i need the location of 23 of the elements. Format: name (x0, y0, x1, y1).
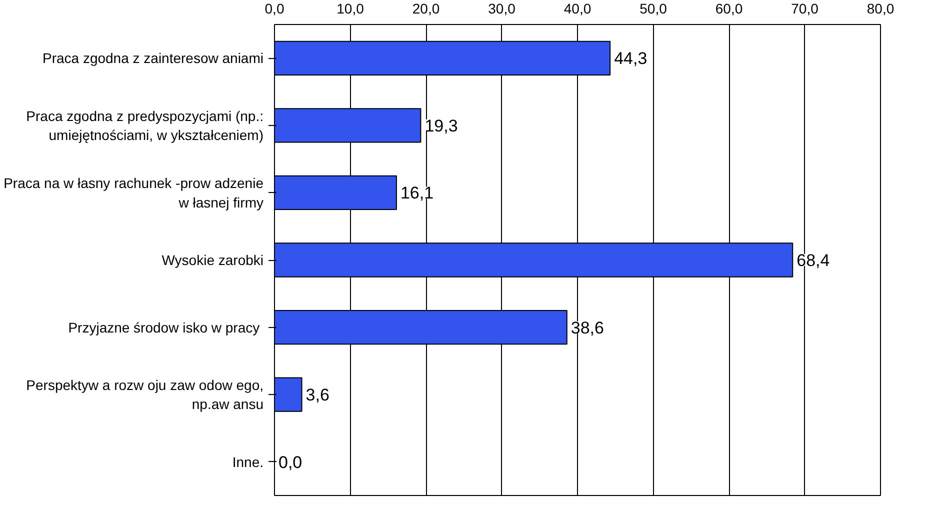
y-tick-label: Perspektyw a rozw oju zaw odow ego, np.aw ansu (26, 376, 264, 412)
y-tick-label: Przyjazne środow isko w pracy (68, 319, 260, 336)
data-label: 68,4 (796, 251, 830, 270)
y-tick-label: Praca zgodna z zainteresow aniami (42, 50, 264, 66)
x-tick-label: 40,0 (564, 0, 592, 16)
x-tick-label: 10,0 (336, 0, 364, 16)
y-tick-label: Wysokie zarobki (162, 252, 264, 268)
data-label: 16,1 (400, 184, 434, 203)
data-label: 38,6 (570, 318, 604, 338)
y-tick-label: Inne. (232, 454, 264, 470)
x-tick-label: 70,0 (791, 0, 819, 16)
data-label: 44,3 (614, 49, 648, 68)
data-label: 0,0 (278, 452, 302, 472)
x-tick-label: 50,0 (640, 0, 668, 16)
x-tick-label: 0,0 (264, 0, 284, 16)
x-tick-label: 60,0 (715, 0, 743, 16)
x-tick-label: 30,0 (488, 0, 516, 16)
y-tick-label: Praca na w łasny rachunek -prow adzenie w łasnej firmy (4, 175, 264, 210)
data-label: 3,6 (306, 386, 330, 405)
data-label: 19,3 (424, 116, 458, 136)
x-tick-label: 80,0 (866, 0, 894, 16)
x-tick-label: 20,0 (412, 0, 440, 16)
y-tick-label: Praca zgodna z predyspozycjami (np.: umiejętnościami, w ykształceniem) (26, 108, 264, 144)
